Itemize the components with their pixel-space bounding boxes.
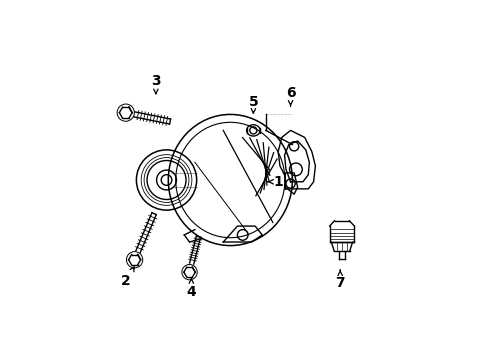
Text: 5: 5 <box>248 95 258 113</box>
Text: 1: 1 <box>267 175 283 189</box>
Text: 3: 3 <box>151 74 161 94</box>
Text: 4: 4 <box>186 279 196 299</box>
Text: 6: 6 <box>285 86 295 106</box>
Text: 2: 2 <box>121 267 134 288</box>
Text: 7: 7 <box>335 270 345 290</box>
